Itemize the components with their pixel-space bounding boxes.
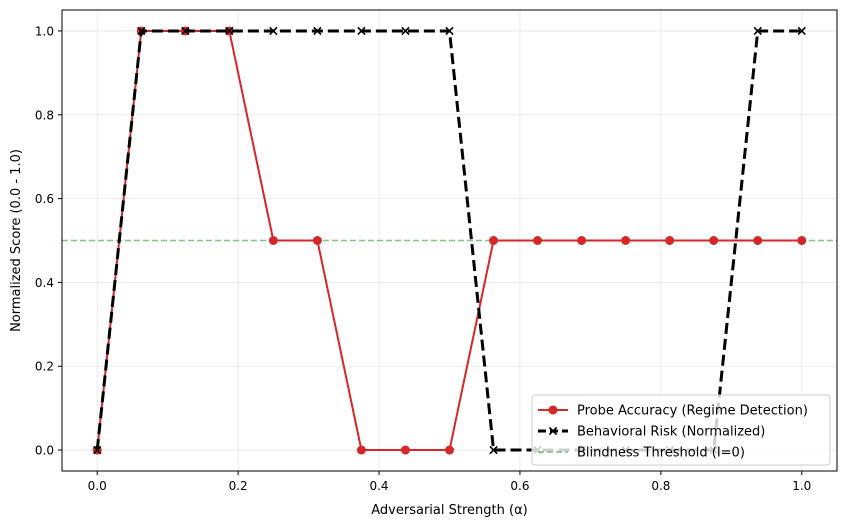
data-point-circle (753, 236, 763, 245)
legend-label: Behavioral Risk (Normalized) (577, 425, 765, 440)
data-point-circle (533, 236, 543, 245)
y-tick-label: 0.0 (35, 444, 54, 458)
data-point-circle (268, 236, 278, 245)
data-point-x (181, 26, 190, 36)
data-point-x (225, 26, 234, 36)
data-point-x (489, 445, 498, 455)
legend: Probe Accuracy (Regime Detection) Behavio… (531, 394, 831, 466)
data-point-x (357, 26, 366, 36)
legend-box (531, 394, 831, 466)
data-point-x (753, 26, 762, 36)
x-tick-label: 0.0 (88, 479, 107, 493)
x-axis-label: Adversarial Strength (α) (371, 503, 527, 518)
x-axis-ticks: 0.0 0.2 0.4 0.6 0.8 1.0 (88, 471, 811, 493)
data-point-circle (356, 445, 366, 455)
data-point-circle (797, 236, 807, 245)
data-point-circle (489, 236, 499, 245)
x-tick-label: 0.6 (510, 479, 529, 493)
data-point-circle (621, 236, 631, 245)
data-point-x (401, 26, 410, 36)
data-point-x (313, 26, 322, 36)
data-point-x (137, 26, 146, 36)
data-point-circle (445, 445, 454, 455)
y-tick-label: 0.2 (35, 360, 54, 374)
legend-label: Probe Accuracy (Regime Detection) (577, 404, 808, 419)
legend-marker (548, 405, 558, 415)
data-point-circle (400, 445, 410, 455)
data-point-circle (312, 236, 322, 245)
y-axis-label: Normalized Score (0.0 - 1.0) (9, 149, 24, 332)
data-point-circle (709, 236, 719, 245)
y-tick-label: 1.0 (35, 24, 54, 38)
data-point-x (445, 26, 454, 36)
plot-area-frame (61, 9, 838, 472)
data-point-circle (665, 236, 675, 245)
legend-entry-probe-accuracy: Probe Accuracy (Regime Detection) (538, 404, 808, 419)
legend-entry-behavioral-risk: Behavioral Risk (Normalized) (538, 425, 765, 440)
x-tick-label: 1.0 (792, 479, 811, 493)
data-point-x (269, 26, 278, 36)
x-tick-label: 0.4 (369, 479, 388, 493)
legend-label: Blindness Threshold (I=0) (577, 446, 745, 461)
y-tick-label: 0.6 (35, 192, 54, 206)
data-point-x (93, 445, 102, 455)
data-point-circle (577, 236, 587, 245)
legend-entry-blindness-threshold: Blindness Threshold (I=0) (538, 446, 745, 461)
x-tick-label: 0.2 (229, 479, 248, 493)
y-tick-label: 0.8 (35, 108, 54, 122)
x-tick-label: 0.8 (651, 479, 670, 493)
y-axis-ticks: 0.0 0.2 0.4 0.6 0.8 1.0 (35, 24, 62, 458)
legend-marker (548, 426, 558, 436)
data-point-x (797, 26, 806, 36)
y-tick-label: 0.4 (35, 276, 54, 290)
series-group (92, 26, 807, 455)
